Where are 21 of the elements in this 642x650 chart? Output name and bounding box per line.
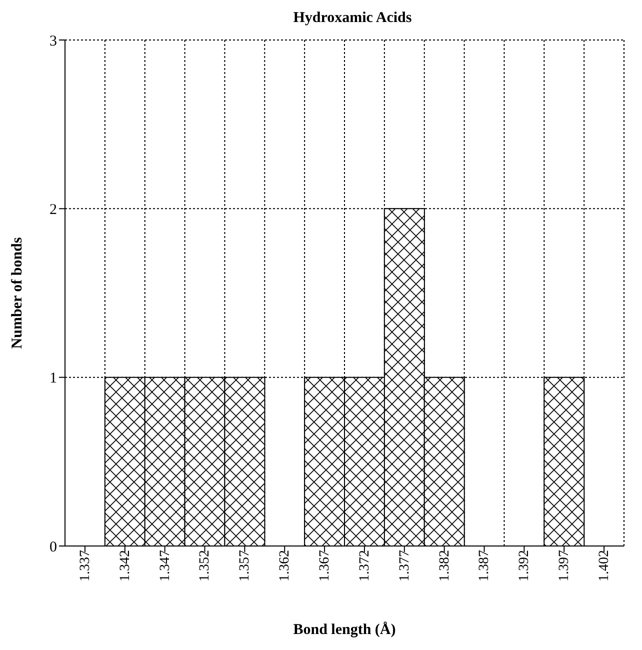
x-tick-label: 1.387 bbox=[477, 550, 492, 582]
x-tick-label: 1.382 bbox=[437, 550, 452, 582]
y-tick-label: 1 bbox=[50, 370, 57, 387]
y-tick-label: 0 bbox=[50, 539, 57, 556]
x-tick-label: 1.357 bbox=[238, 550, 253, 582]
x-tick-label: 1.377 bbox=[397, 550, 412, 582]
x-tick-label: 1.402 bbox=[596, 550, 612, 582]
y-axis-title: Number of bonds bbox=[9, 237, 26, 349]
chart-title: Hydroxamic Acids bbox=[292, 10, 413, 27]
x-tick-label: 1.342 bbox=[118, 550, 133, 582]
x-tick-label: 1.347 bbox=[158, 550, 173, 582]
x-tick-label: 1.352 bbox=[198, 550, 213, 582]
x-tick-label: 1.392 bbox=[517, 550, 532, 582]
x-tick-label: 1.372 bbox=[357, 550, 372, 582]
x-tick-label: 1.362 bbox=[278, 550, 293, 582]
x-axis-title: Bond length (Å) bbox=[293, 621, 396, 638]
x-tick-label: 1.337 bbox=[78, 550, 93, 582]
y-tick-label: 3 bbox=[50, 33, 57, 50]
x-tick-label: 1.397 bbox=[557, 550, 572, 582]
y-tick-label: 2 bbox=[50, 202, 57, 218]
x-tick-label: 1.367 bbox=[317, 550, 332, 582]
